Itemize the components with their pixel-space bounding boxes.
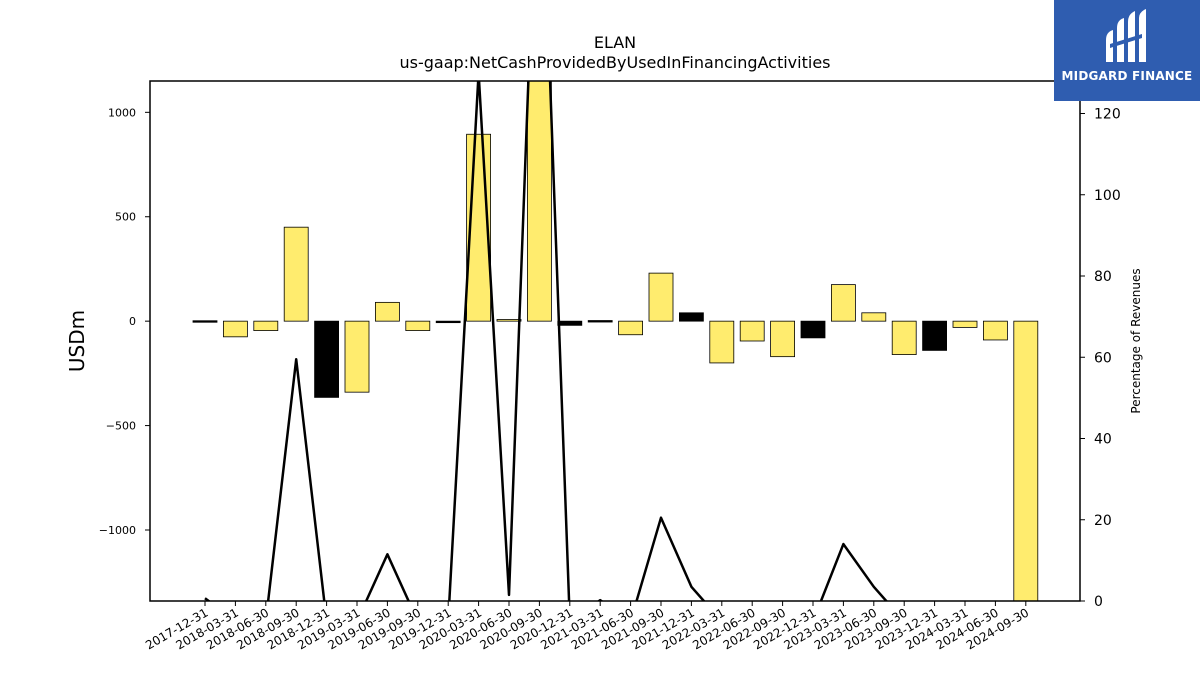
bar-2021-09-30 (648, 272, 674, 322)
bar-2024-06-30 (983, 320, 1008, 341)
bar-2018-12-31 (314, 320, 340, 398)
chart-title: ELAN (594, 33, 636, 52)
y-tick-label: −500 (106, 420, 136, 433)
midgard-logo-icon (1106, 9, 1146, 62)
percentage-line-series (204, 81, 888, 601)
y2-tick-label: 40 (1094, 432, 1112, 448)
bar-2021-03-31 (587, 320, 613, 323)
y-tick-label: 500 (115, 211, 136, 224)
bar-2018-06-30 (253, 320, 279, 331)
bar-2024-09-30 (1013, 320, 1039, 602)
right-axis: 0 20 40 60 80 100 120 (1080, 107, 1121, 610)
bar-2020-09-30 (527, 80, 552, 322)
midgard-finance-logo: MIDGARD FINANCE (1054, 0, 1200, 101)
y2-tick-label: 0 (1094, 594, 1103, 610)
y-tick-label: 0 (129, 315, 136, 328)
y2-tick-label: 120 (1094, 107, 1121, 123)
x-axis: 2017-12-312018-03-312018-06-302018-09-30… (143, 601, 1031, 652)
bar-2018-09-30 (283, 226, 309, 322)
bar-2022-06-30 (739, 320, 765, 342)
bar-2018-03-31 (222, 320, 248, 338)
bar-2017-12-31 (192, 320, 218, 323)
bar-2022-03-31 (709, 320, 735, 364)
percentage-of-revenues-line (204, 81, 888, 601)
bar-2020-06-30 (496, 319, 522, 322)
y2-tick-label: 100 (1094, 188, 1121, 204)
left-axis: −1000 −500 0 500 1000 (99, 106, 150, 537)
bar-2020-12-31 (557, 320, 583, 326)
y-tick-label: −1000 (99, 524, 136, 537)
bar-2019-12-31 (435, 320, 461, 324)
y2-axis-label: Percentage of Revenues (1129, 268, 1143, 413)
y2-tick-label: 80 (1094, 269, 1112, 285)
bar-2023-09-30 (891, 320, 917, 355)
chart-subtitle: us-gaap:NetCashProvidedByUsedInFinancing… (399, 53, 830, 72)
bar-2022-12-31 (800, 320, 826, 339)
bar-2021-06-30 (618, 320, 643, 336)
plot-frame (149, 80, 1081, 602)
bar-2022-09-30 (770, 320, 795, 358)
y-axis-label: USDm (65, 310, 89, 372)
y2-tick-label: 20 (1094, 513, 1112, 529)
bar-2019-03-31 (344, 320, 370, 393)
bar-2021-12-31 (679, 312, 704, 322)
bar-2019-09-30 (405, 320, 431, 331)
bar-2023-12-31 (922, 320, 947, 351)
y-tick-label: 1000 (108, 106, 136, 119)
bar-series (192, 80, 1039, 602)
bar-2023-03-31 (831, 284, 856, 322)
y2-tick-label: 60 (1094, 350, 1112, 366)
bar-2023-06-30 (861, 312, 887, 322)
bar-2024-03-31 (952, 320, 978, 328)
brand-name: MIDGARD FINANCE (1061, 69, 1193, 83)
bar-2019-06-30 (374, 301, 400, 322)
